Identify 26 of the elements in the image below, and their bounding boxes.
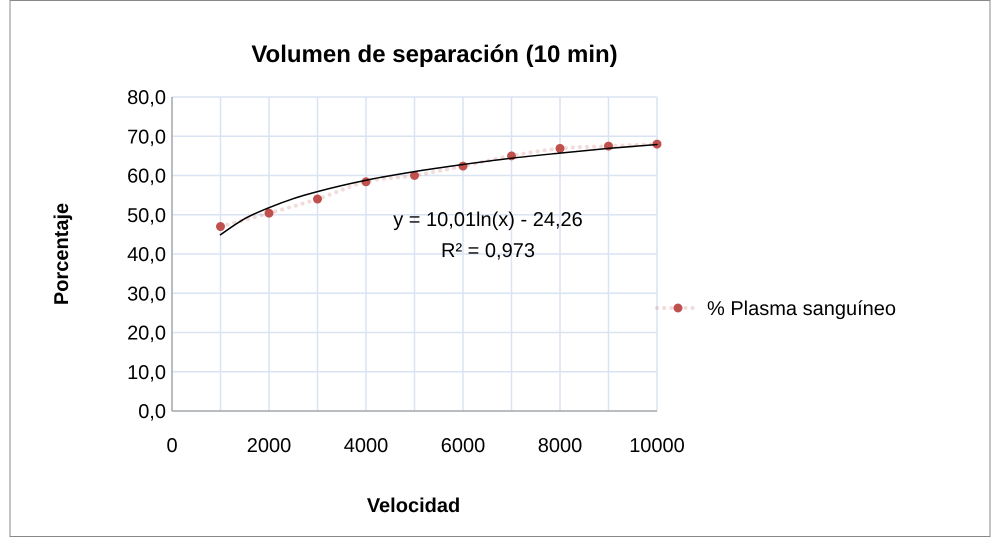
x-tick-label: 10000 bbox=[629, 435, 685, 457]
point bbox=[556, 144, 564, 153]
point bbox=[216, 222, 225, 232]
point bbox=[313, 194, 322, 204]
y-tick-label: 0,0 bbox=[138, 401, 166, 423]
x-tick-label: 2000 bbox=[246, 435, 292, 457]
y-tick-label: 80,0 bbox=[127, 87, 166, 109]
y-tick-label: 20,0 bbox=[127, 322, 166, 344]
annotation: R² = 0,973 bbox=[441, 240, 535, 262]
y-tick-label: 10,0 bbox=[127, 362, 166, 384]
chart-title: Volumen de separación (10 min) bbox=[251, 41, 618, 68]
annotation: y = 10,01ln(x) - 24,26 bbox=[393, 209, 583, 231]
x-tick-label: 4000 bbox=[344, 435, 388, 457]
point bbox=[264, 208, 274, 218]
x-axis-title: Velocidad bbox=[366, 495, 460, 517]
x-tick-label: 6000 bbox=[440, 435, 486, 457]
y-tick-label: 40,0 bbox=[127, 244, 166, 266]
y-tick-label: 30,0 bbox=[127, 283, 166, 306]
x-tick-label: 0 bbox=[166, 435, 178, 457]
y-tick-label: 70,0 bbox=[127, 126, 166, 148]
legend-label: % Plasma sanguíneo bbox=[707, 298, 896, 320]
y-tick-label: 60,0 bbox=[127, 166, 166, 188]
x-tick-label: 8000 bbox=[538, 435, 582, 457]
y-axis-title: Porcentaje bbox=[51, 202, 73, 306]
y-tick-label: 50,0 bbox=[127, 204, 166, 227]
point bbox=[410, 171, 419, 180]
